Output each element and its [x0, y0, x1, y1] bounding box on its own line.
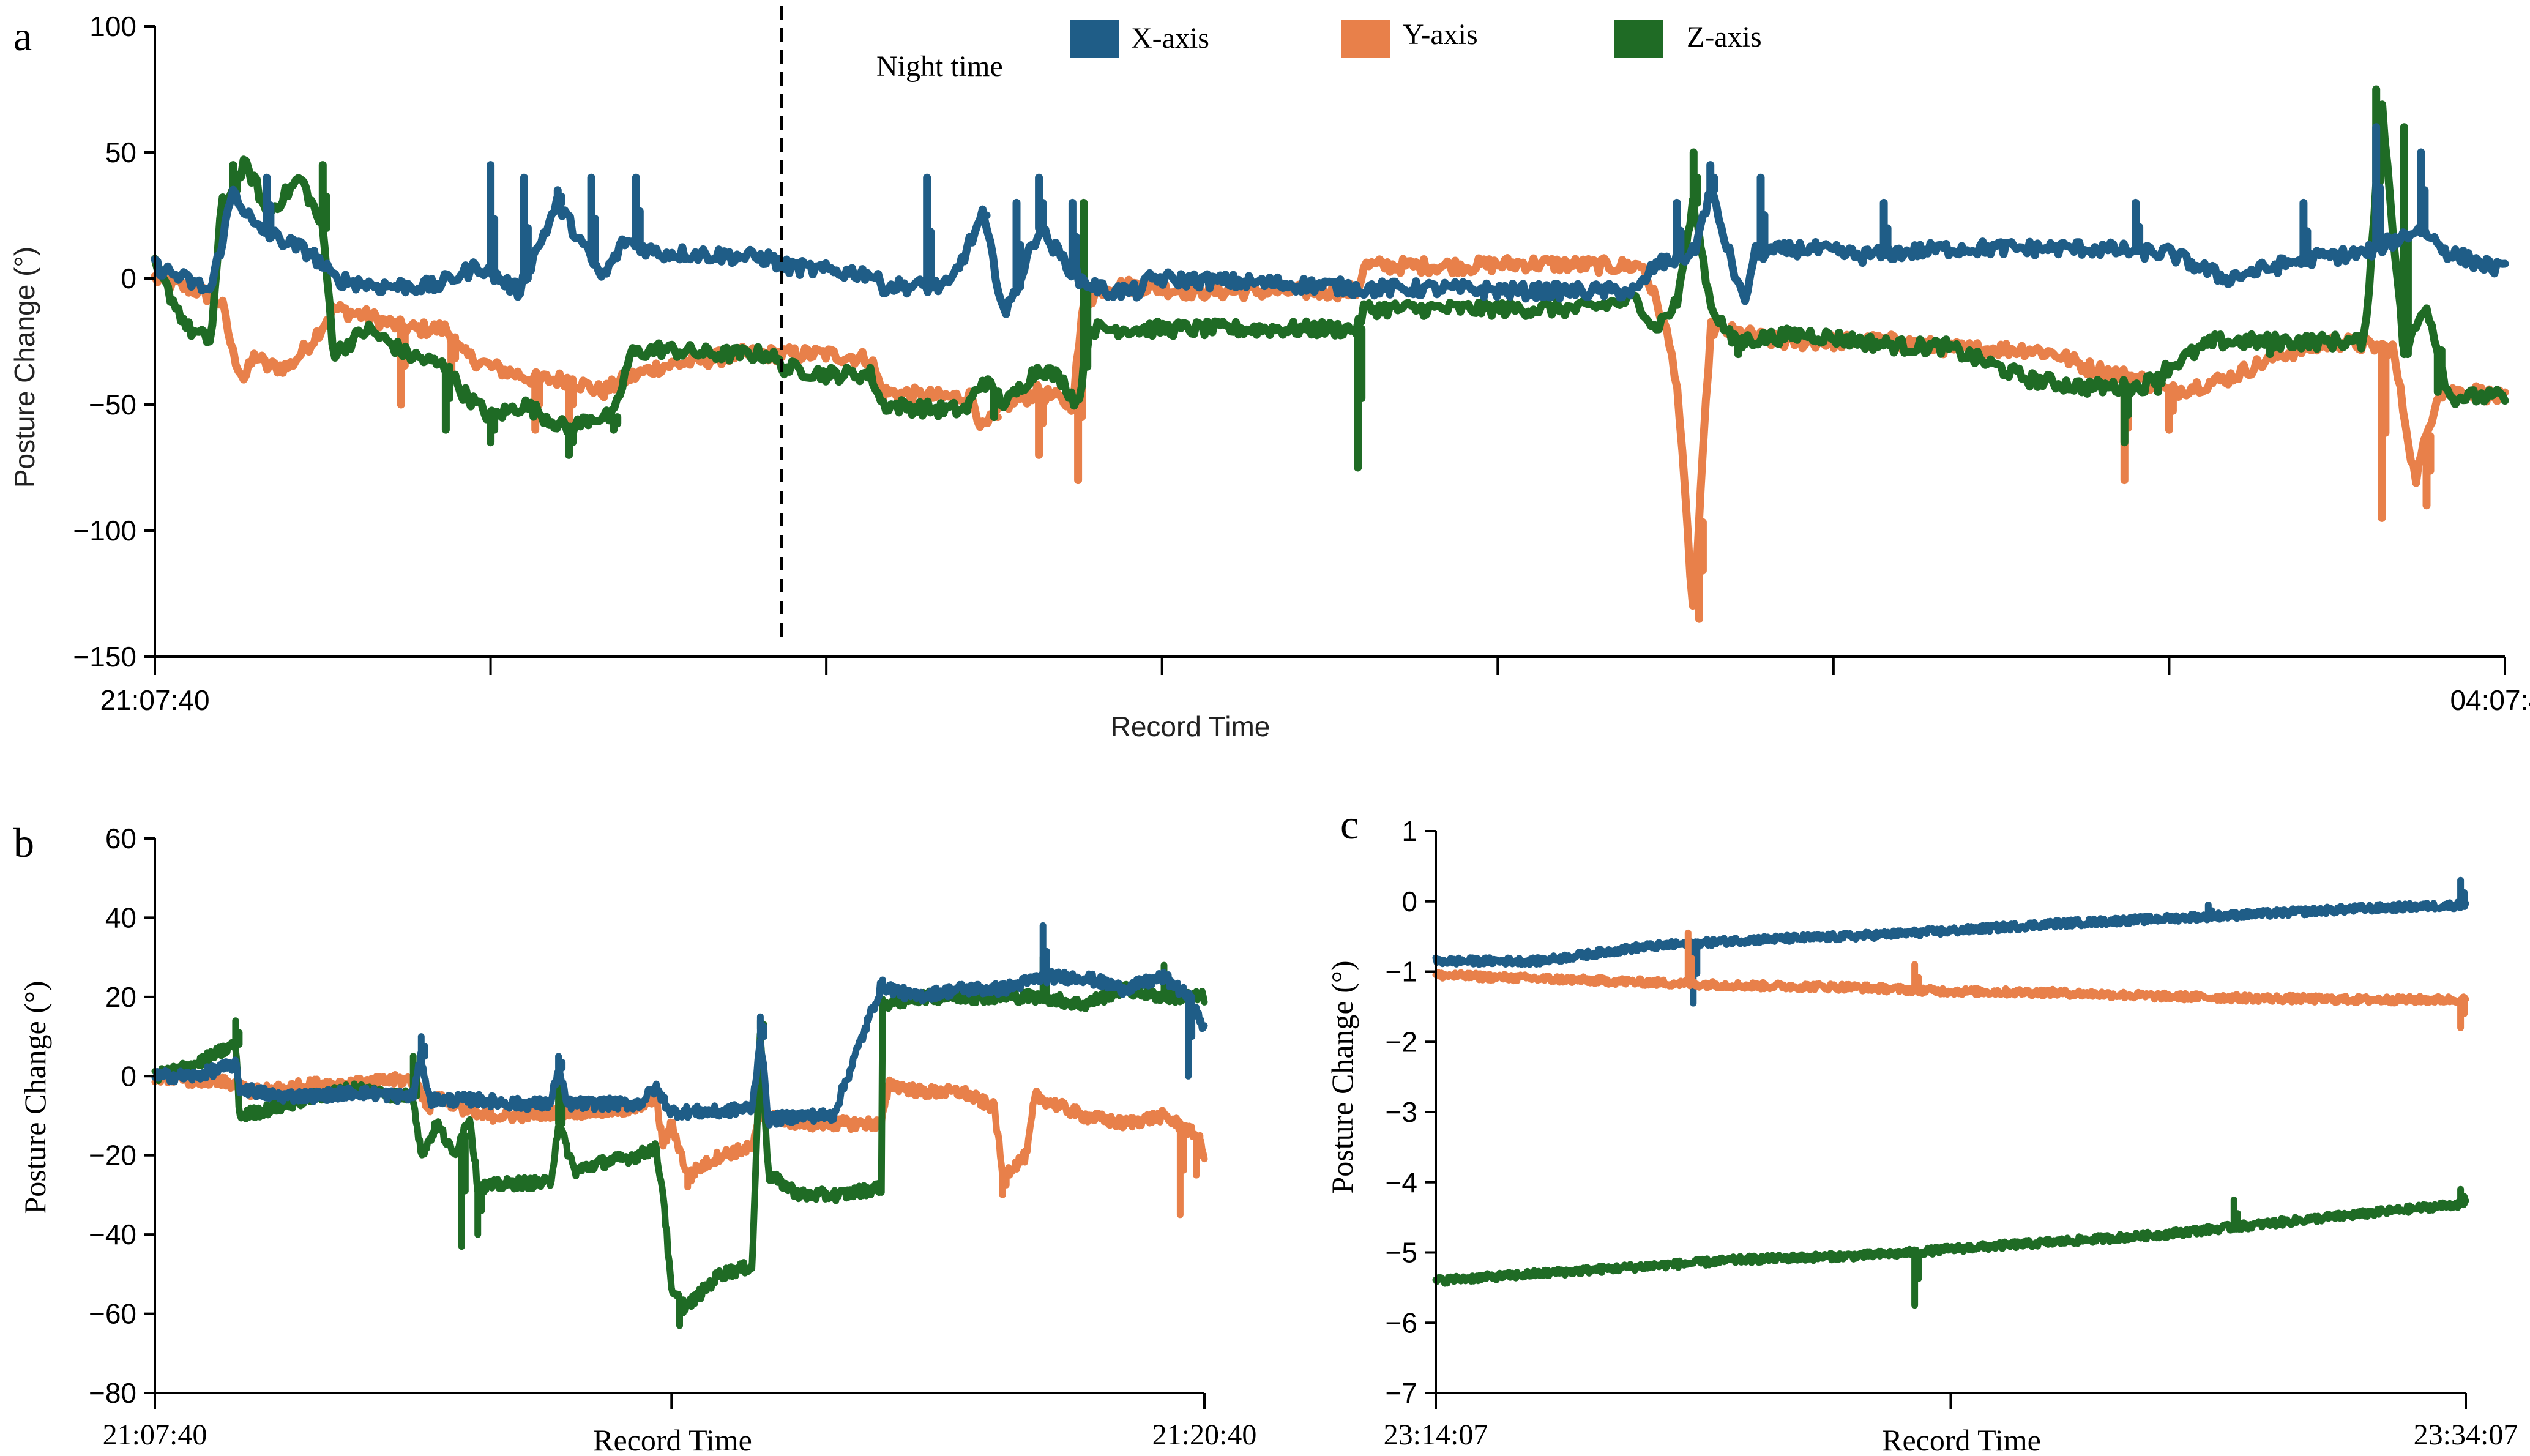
panel-c-letter: c — [1340, 801, 1359, 848]
panel-a: a 100 50 0 −50 −100 −150 21:07:40 04:07:40 Post… — [9, 6, 2530, 742]
legend-label-x: X-axis — [1131, 22, 1209, 54]
series-line-y-b — [151, 1068, 1208, 1219]
panel-b-letter: b — [13, 819, 34, 866]
xtick-label-a: 04:07:40 — [2450, 684, 2530, 716]
ytick-label-b: −80 — [89, 1377, 136, 1409]
legend-swatch-z — [1614, 20, 1663, 58]
series-line-x-b — [151, 922, 1208, 1129]
series-line-x-a — [151, 123, 2509, 318]
legend-item-x: X-axis — [1070, 20, 1209, 58]
ytick-label-b: 20 — [105, 981, 136, 1013]
ytick-label-b: −40 — [89, 1219, 136, 1250]
xtick-label-b: 21:07:40 — [103, 1419, 207, 1451]
panel-b: b 60 40 20 0 −20 −40 −60 −80 21:07:40 21:20:40 Po… — [13, 819, 1256, 1456]
legend-swatch-x — [1070, 20, 1119, 58]
plot-b: 60 40 20 0 −20 −40 −60 −80 21:07:40 21:20:40 — [89, 823, 1256, 1451]
ytick-label-b: 0 — [121, 1060, 136, 1092]
ytick-label-a: −100 — [73, 515, 136, 547]
ytick-label-c: −1 — [1386, 956, 1417, 988]
xtick-label-b: 21:20:40 — [1152, 1419, 1257, 1451]
xtick-label-c: 23:14:07 — [1384, 1419, 1488, 1451]
ytick-label-a: 100 — [89, 10, 136, 42]
xtick-label-a: 21:07:40 — [100, 684, 209, 716]
ylabel-b: Posture Change (°) — [18, 980, 52, 1214]
xlabel-b: Record Time — [593, 1423, 752, 1456]
ytick-label-a: 50 — [105, 136, 136, 168]
series-line-z-c — [1432, 1185, 2469, 1309]
legend-item-z: Z-axis — [1614, 20, 1762, 58]
panel-c: c 1 0 −1 −2 −3 −4 −5 −6 −7 23:14:07 23:34:07 Postu… — [1325, 801, 2518, 1456]
ylabel-a: Posture Change (°) — [9, 247, 40, 488]
ytick-label-a: −150 — [73, 641, 136, 673]
ytick-label-c: −7 — [1386, 1377, 1417, 1409]
ytick-label-c: −2 — [1386, 1026, 1417, 1058]
ytick-label-b: −60 — [89, 1298, 136, 1330]
series-line-y-a — [151, 254, 2509, 623]
xlabel-c: Record Time — [1882, 1423, 2041, 1456]
legend-item-y: Y-axis — [1341, 18, 1478, 58]
ytick-label-b: −20 — [89, 1140, 136, 1171]
ytick-label-c: −4 — [1386, 1167, 1417, 1198]
plot-c: 1 0 −1 −2 −3 −4 −5 −6 −7 23:14:07 23:34:07 — [1384, 815, 2518, 1451]
ytick-label-c: −3 — [1386, 1096, 1417, 1128]
ytick-label-c: −5 — [1386, 1237, 1417, 1269]
ytick-label-c: 1 — [1401, 815, 1417, 847]
legend: X-axis Y-axis Z-axis — [1070, 18, 1762, 58]
ytick-label-b: 60 — [105, 823, 136, 854]
legend-label-z: Z-axis — [1687, 21, 1762, 53]
ytick-label-c: 0 — [1401, 886, 1417, 917]
plot-a: 100 50 0 −50 −100 −150 21:07:40 04:07:40 — [73, 6, 2530, 716]
ytick-label-a: 0 — [121, 263, 136, 294]
series-line-y-c — [1432, 929, 2469, 1031]
xlabel-a: Record Time — [1111, 711, 1271, 742]
legend-swatch-y — [1341, 20, 1390, 58]
night-time-annotation: Night time — [876, 50, 1003, 83]
xtick-label-c: 23:34:07 — [2414, 1419, 2518, 1451]
ytick-label-a: −50 — [89, 389, 136, 420]
panel-a-letter: a — [13, 13, 32, 59]
ytick-label-c: −6 — [1386, 1307, 1417, 1338]
ytick-label-b: 40 — [105, 902, 136, 933]
legend-label-y: Y-axis — [1403, 18, 1478, 51]
ylabel-c: Posture Change (°) — [1325, 960, 1359, 1193]
